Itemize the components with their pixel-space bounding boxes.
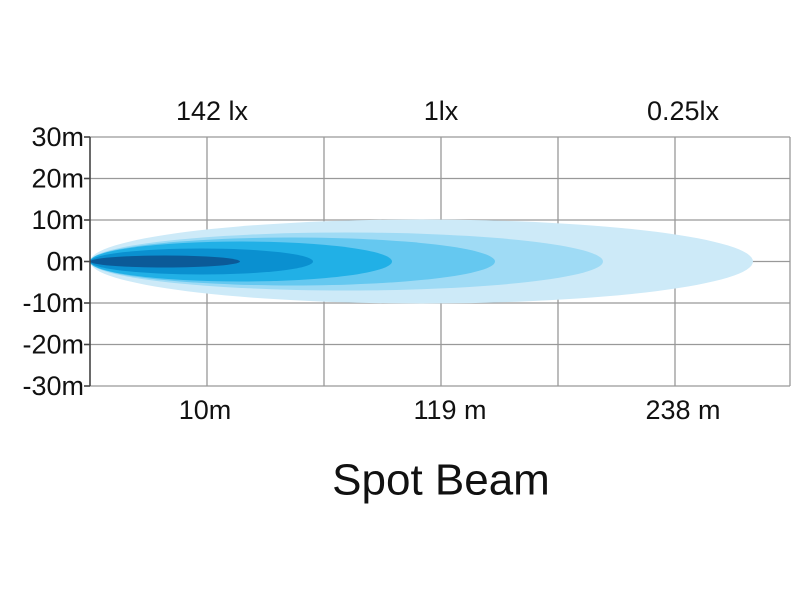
y-label: -10m — [22, 288, 84, 318]
distance-label: 119 m — [413, 395, 486, 425]
beam-zone — [90, 255, 240, 268]
y-label: -30m — [22, 371, 84, 401]
y-label: 20m — [31, 164, 84, 194]
y-label: 30m — [31, 122, 84, 152]
lux-label: 1lx — [424, 96, 459, 126]
distance-label: 10m — [179, 395, 232, 425]
y-label: -20m — [22, 330, 84, 360]
y-axis: 30m 20m 10m 0m -10m -20m -30m — [22, 122, 91, 401]
title: Spot Beam — [332, 456, 550, 505]
beam — [90, 219, 753, 304]
lux-label: 142 lx — [176, 96, 249, 126]
y-label: 0m — [46, 247, 84, 277]
lux-label: 0.25lx — [647, 96, 720, 126]
y-label: 10m — [31, 205, 84, 235]
distance-label: 238 m — [645, 395, 720, 425]
